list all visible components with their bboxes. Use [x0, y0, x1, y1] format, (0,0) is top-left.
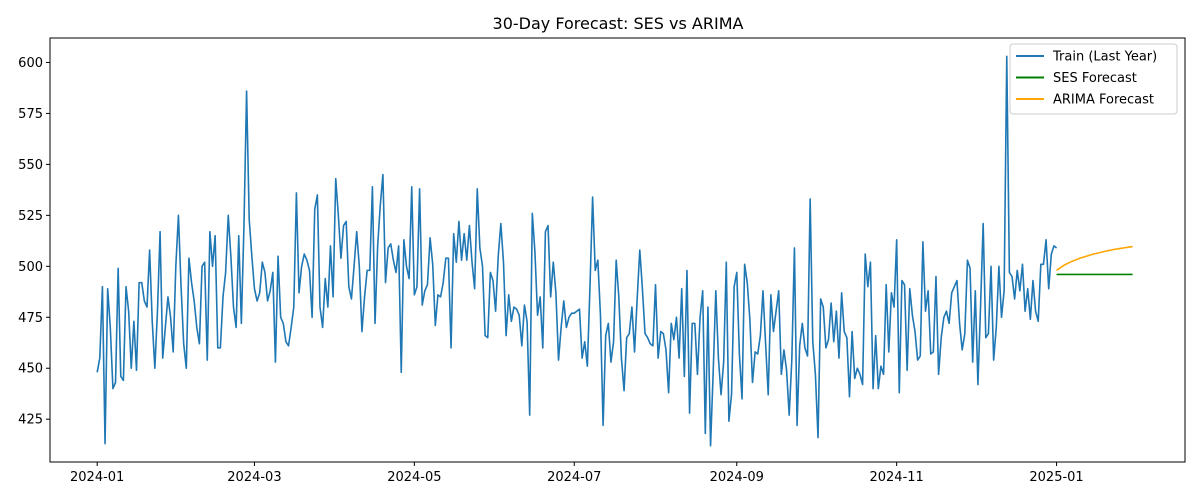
- x-tick-label: 2024-07: [547, 470, 601, 485]
- y-tick-label: 575: [18, 107, 43, 122]
- plot-area: [96, 55, 1133, 447]
- y-tick-label: 425: [18, 413, 43, 428]
- legend-box: [1009, 43, 1178, 115]
- legend: Train (Last Year) SES Forecast ARIMA Forec…: [1009, 43, 1178, 115]
- x-tick-label: 2024-03: [227, 470, 281, 485]
- y-tick-label: 525: [18, 209, 43, 224]
- x-tick-label: 2024-05: [387, 470, 441, 485]
- x-tick-label: 2024-09: [710, 470, 764, 485]
- axes-frame: [49, 37, 1186, 463]
- y-tick-label: 500: [18, 260, 43, 275]
- legend-label: SES Forecast: [1053, 71, 1137, 86]
- x-tick-label: 2025-01: [1029, 470, 1083, 485]
- x-tick-label: 2024-11: [869, 470, 923, 485]
- y-axis: 425 450 475 500 525 550 575 600: [18, 56, 50, 428]
- series-layer: [96, 55, 1133, 447]
- y-tick-label: 600: [18, 56, 43, 71]
- x-tick-label: 2024-01: [70, 470, 124, 485]
- series-line-2: [1056, 245, 1133, 272]
- legend-label: ARIMA Forecast: [1053, 93, 1154, 108]
- y-tick-label: 450: [18, 362, 43, 377]
- x-axis: 2024-01 2024-03 2024-05 2024-07 2024-09 2024-…: [70, 462, 1084, 485]
- series-line-0: [96, 55, 1058, 447]
- y-tick-label: 550: [18, 158, 43, 173]
- chart-title: 30-Day Forecast: SES vs ARIMA: [493, 14, 744, 33]
- y-tick-label: 475: [18, 311, 43, 326]
- legend-label: Train (Last Year): [1052, 50, 1157, 65]
